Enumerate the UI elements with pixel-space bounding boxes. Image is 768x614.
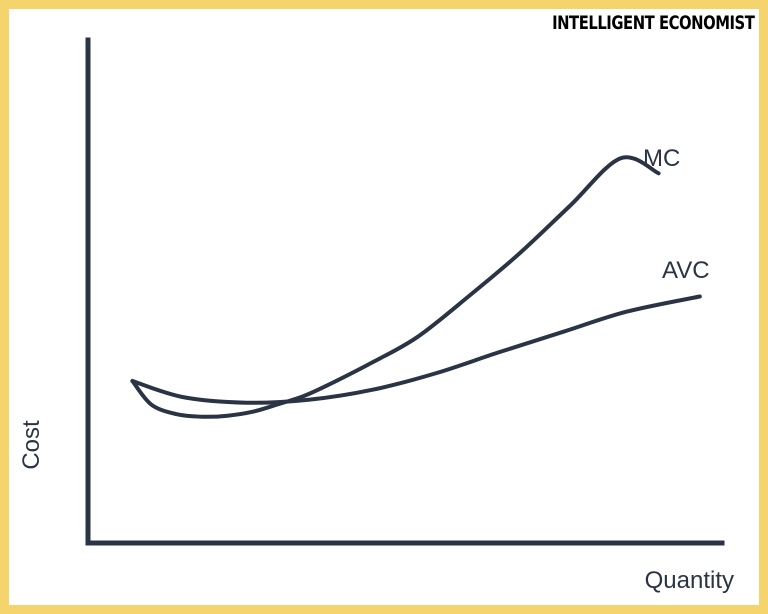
- avc-curve: [130, 294, 702, 405]
- x-axis-label: Quantity: [645, 567, 734, 594]
- y-axis-label: Cost: [18, 420, 45, 470]
- mc-curve-label: MC: [643, 145, 680, 172]
- mc-curve: [130, 155, 661, 419]
- brand-logo: INTELLIGENT ECONOMIST: [551, 12, 755, 34]
- avc-curve-label: AVC: [662, 257, 710, 284]
